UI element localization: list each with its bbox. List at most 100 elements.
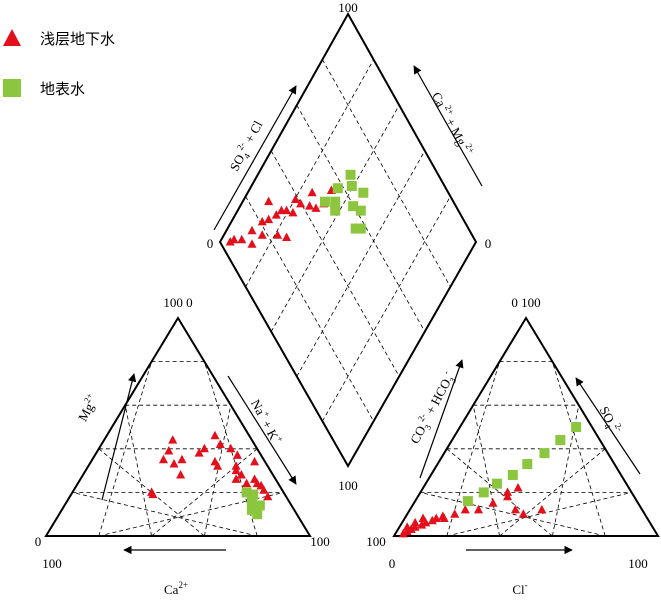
groundwater-point xyxy=(276,205,286,215)
surface-water-point xyxy=(355,205,366,216)
groundwater-point xyxy=(488,498,498,507)
groundwater-point xyxy=(518,509,528,518)
surface-water-point xyxy=(330,205,341,216)
cation-left-zero: 0 xyxy=(35,534,42,549)
diamond-grid-a xyxy=(296,105,426,332)
axis-text: 100 0 0 100 SO42- + Cl Ca 2+ + Mg 2+ 100… xyxy=(35,0,648,597)
diamond-top-label: 100 xyxy=(338,0,358,15)
cation-left-arrow xyxy=(101,373,137,501)
groundwater-point xyxy=(406,524,416,533)
groundwater-point xyxy=(158,454,168,464)
cation-right-arrow xyxy=(227,375,297,485)
groundwater-point xyxy=(215,439,225,448)
anion-grid-right xyxy=(446,492,632,537)
diamond-right-arrow xyxy=(413,65,483,187)
groundwater-point xyxy=(237,234,247,244)
legend-label-groundwater: 浅层地下水 xyxy=(40,30,116,48)
cation-left-hundred: 100 xyxy=(42,556,62,571)
groundwater-point xyxy=(250,456,260,466)
cation-grid-right xyxy=(204,405,232,537)
surface-water-point xyxy=(345,169,356,180)
groundwater-point xyxy=(164,445,174,455)
surface-water-point xyxy=(348,201,359,212)
diamond-left-arrow xyxy=(213,85,297,231)
diamond-grid-b xyxy=(245,59,374,287)
groundwater-point xyxy=(210,430,220,440)
surface-water-point xyxy=(332,183,343,194)
groundwater-point xyxy=(148,489,158,499)
anion-axis-right: SO42- xyxy=(594,403,625,438)
groundwater-point xyxy=(503,487,513,496)
groundwater-point xyxy=(257,216,267,226)
surface-water-point xyxy=(539,448,550,459)
grid-lines xyxy=(72,59,632,537)
surface-water-point xyxy=(491,478,502,489)
groundwater-point xyxy=(305,201,315,210)
surface-water-point xyxy=(330,196,341,207)
groundwater-point xyxy=(225,237,235,246)
axis-arrows xyxy=(101,65,641,555)
anion-left-arrow xyxy=(419,359,464,479)
anion-frame xyxy=(392,316,660,537)
surface-water-point xyxy=(522,459,533,470)
cation-grid-right xyxy=(151,448,258,537)
groundwater-point xyxy=(231,461,241,470)
groundwater-point xyxy=(231,474,241,483)
groundwater-point xyxy=(231,465,241,475)
anion-grid-right xyxy=(552,405,580,537)
groundwater-point xyxy=(410,522,420,531)
cation-axis-right: Na+ + K+ xyxy=(248,396,286,447)
cation-grid-right xyxy=(98,492,284,537)
groundwater-point xyxy=(199,443,209,453)
surface-water-point xyxy=(252,509,263,520)
cation-grid-left xyxy=(72,492,258,537)
surface-water-point xyxy=(355,223,366,234)
groundwater-point xyxy=(264,196,274,206)
diamond-grid-a xyxy=(245,196,374,422)
surface-water-point xyxy=(571,422,582,432)
anion-grid-left xyxy=(446,448,553,537)
surface-water-point xyxy=(346,181,357,191)
groundwater-point xyxy=(264,214,274,224)
surface-water-point xyxy=(462,496,473,507)
anion-grid-left xyxy=(420,492,606,537)
anion-apex-label: 0 100 xyxy=(511,295,540,310)
diamond-left-label: 0 xyxy=(207,236,214,251)
diamond-grid-a xyxy=(322,59,451,287)
groundwater-point xyxy=(257,230,267,239)
anion-left-zero: 0 xyxy=(389,556,396,571)
groundwater-point xyxy=(473,504,483,514)
groundwater-point xyxy=(439,513,449,523)
cation-axis-left: Mg2+ xyxy=(73,391,101,423)
groundwater-point xyxy=(291,194,301,203)
cation-grid-left xyxy=(98,361,152,537)
groundwater-point xyxy=(177,454,187,464)
groundwater-point xyxy=(311,203,321,212)
groundwater-point xyxy=(418,513,428,523)
groundwater-point xyxy=(296,198,306,208)
sample-points xyxy=(147,169,582,538)
groundwater-point xyxy=(513,483,523,492)
cation-apex-label: 100 0 xyxy=(163,295,192,310)
diamond-grid-b xyxy=(270,105,400,332)
anion-axis-left: CO32- + HCO3- xyxy=(405,369,460,448)
groundwater-point xyxy=(288,207,298,217)
groundwater-point xyxy=(537,504,547,514)
groundwater-point xyxy=(402,526,412,536)
groundwater-point xyxy=(236,469,246,479)
groundwater-point xyxy=(510,504,520,514)
surface-water-point xyxy=(478,487,489,498)
surface-water-point xyxy=(358,187,369,198)
groundwater-point xyxy=(259,485,269,494)
surface-water-point xyxy=(319,196,330,207)
cation-axis-bottom: Ca2+ xyxy=(164,580,188,597)
groundwater-point xyxy=(410,517,420,527)
groundwater-point xyxy=(450,509,460,518)
surface-water-point xyxy=(248,489,259,500)
anion-right-hundred: 100 xyxy=(628,556,648,571)
diamond-right-label: 0 xyxy=(485,236,492,251)
red-triangle-icon xyxy=(3,29,21,46)
groundwater-point xyxy=(168,435,178,444)
groundwater-point xyxy=(242,478,252,488)
